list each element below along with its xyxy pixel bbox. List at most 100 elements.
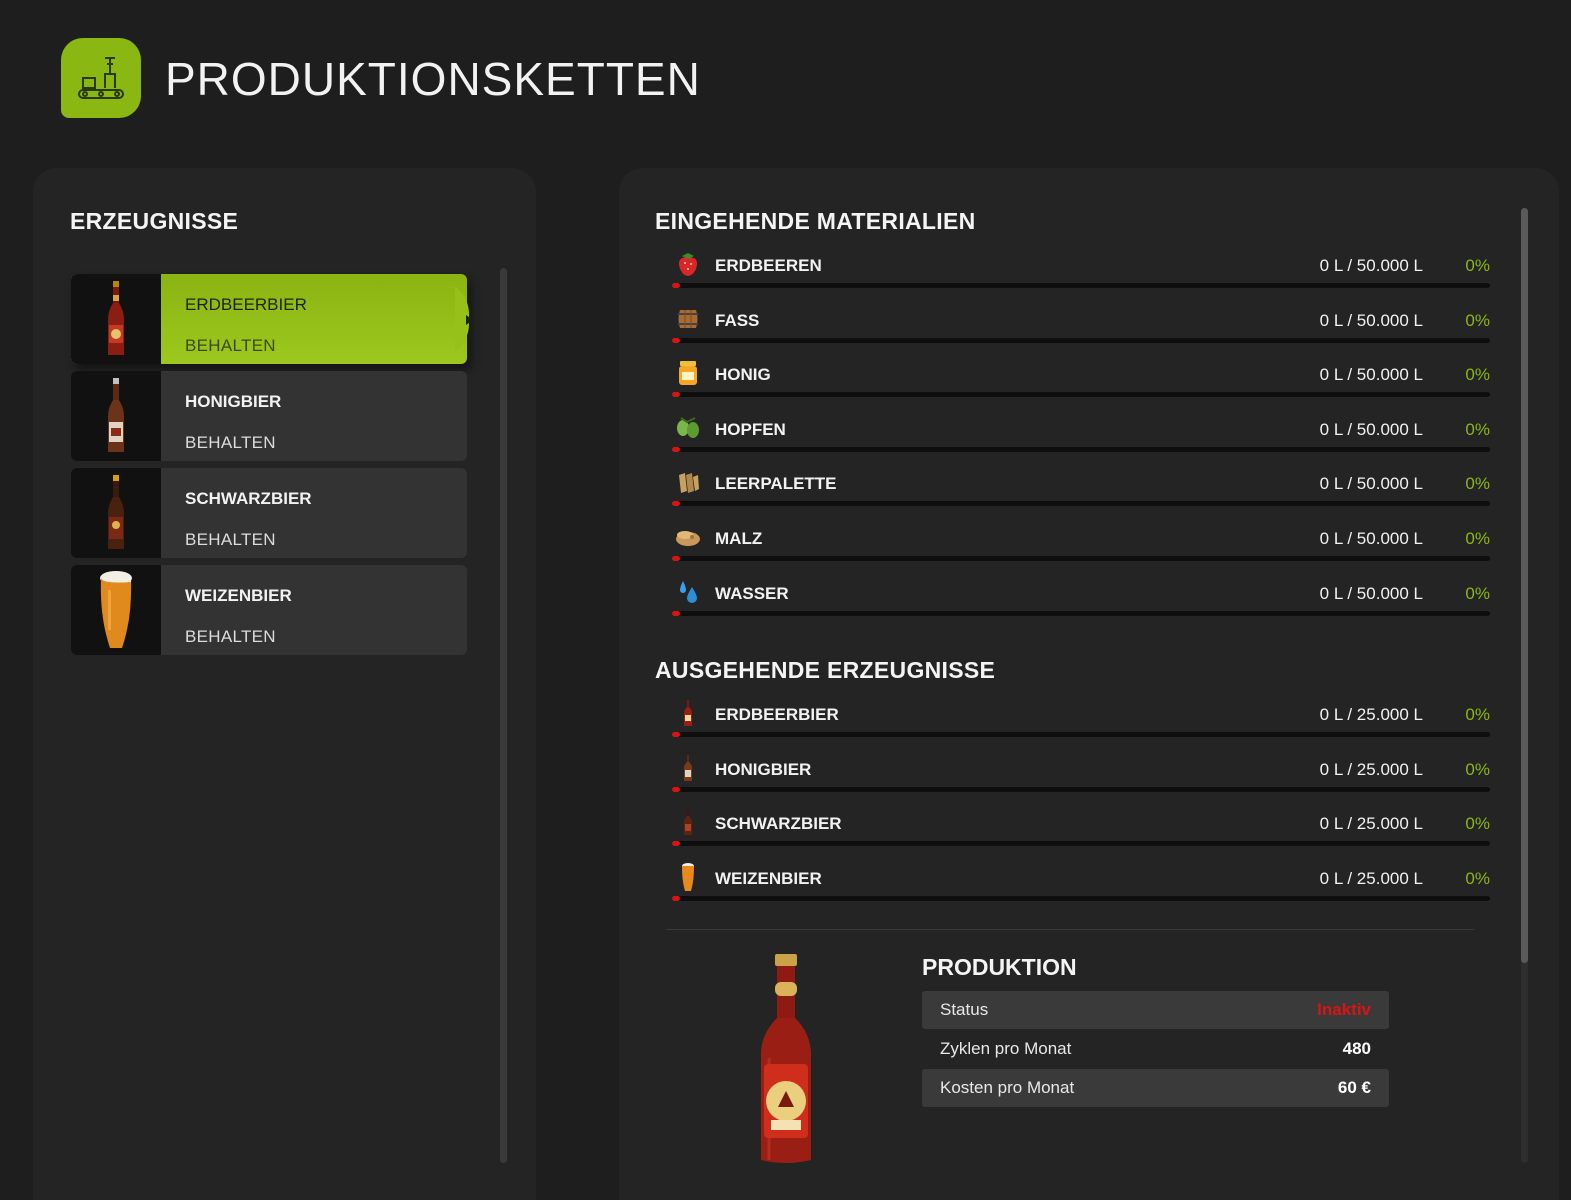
strawberry-icon — [675, 251, 701, 277]
scrollbar-thumb[interactable] — [1521, 208, 1528, 963]
material-amount: 0 L / 50.000 L — [1319, 419, 1423, 439]
product-name: WEIZENBIER — [185, 586, 292, 605]
product-amount: 0 L / 25.000 L — [1319, 705, 1423, 724]
malt-icon — [675, 524, 701, 550]
production-label: Kosten pro Monat — [940, 1078, 1075, 1097]
product-percent: 0% — [1465, 814, 1490, 834]
strawberry-beer-bottle-image — [751, 954, 821, 1169]
fill-indicator — [672, 283, 680, 288]
outgoing-row-erdbeerbier: ERDBEERBIER 0 L / 25.000 L 0% — [672, 690, 1490, 745]
incoming-row-hopfen: HOPFEN 0 L / 50.000 L 0% — [672, 405, 1490, 460]
material-fill-bar — [672, 501, 1490, 507]
product-item-schwarzbier[interactable]: SCHWARZBIER BEHALTEN — [71, 468, 467, 558]
product-item-erdbeerbier[interactable]: ERDBEERBIER BEHALTEN — [71, 274, 473, 364]
product-item-weizenbier[interactable]: WEIZENBIER BEHALTEN — [71, 565, 467, 655]
incoming-row-erdbeeren: ERDBEEREN 0 L / 50.000 L 0% — [672, 241, 1490, 296]
production-title: PRODUKTION — [922, 954, 1077, 980]
production-row-status: Status Inaktiv — [922, 991, 1389, 1029]
dark-beer-bottle-icon — [675, 809, 701, 836]
fill-indicator — [672, 732, 680, 737]
outgoing-title: AUSGEHENDE ERZEUGNISSE — [655, 657, 996, 683]
product-name: HONIGBIER — [715, 759, 812, 779]
material-fill-bar — [672, 610, 1490, 616]
fill-indicator — [672, 786, 680, 792]
product-percent: 0% — [1465, 705, 1490, 724]
selection-arrow — [455, 274, 479, 364]
hops-icon — [675, 415, 701, 441]
production-row-cycles: Zyklen pro Monat 480 — [922, 1030, 1389, 1068]
material-name: LEERPALETTE — [715, 474, 837, 494]
fill-indicator — [672, 446, 680, 452]
dark-beer-bottle-icon — [71, 468, 161, 558]
details-panel: EINGEHENDE MATERIALIEN ERDBEEREN 0 L / 5… — [619, 168, 1559, 1200]
product-fill-bar — [672, 841, 1490, 847]
fill-indicator — [672, 895, 680, 901]
product-list: ERDBEERBIER BEHALTEN HONIGBIER BEHALTEN — [71, 274, 473, 662]
honey-jar-icon — [675, 360, 701, 386]
product-amount: 0 L / 25.000 L — [1319, 759, 1423, 779]
production-line-icon — [61, 38, 141, 118]
outgoing-row-honigbier: HONIGBIER 0 L / 25.000 L 0% — [672, 745, 1490, 800]
production-label: Status — [940, 1000, 989, 1019]
divider — [666, 929, 1474, 930]
material-percent: 0% — [1465, 474, 1490, 494]
arrow-right-icon — [466, 315, 473, 325]
material-percent: 0% — [1465, 528, 1490, 548]
incoming-row-leerpalette: LEERPALETTE 0 L / 50.000 L 0% — [672, 459, 1490, 514]
product-fill-bar — [672, 895, 1490, 901]
fill-indicator — [672, 841, 680, 847]
honey-beer-bottle-icon — [71, 371, 161, 461]
strawberry-beer-bottle-icon — [675, 700, 701, 726]
material-percent: 0% — [1465, 583, 1490, 603]
production-label: Zyklen pro Monat — [940, 1039, 1072, 1058]
honey-beer-bottle-icon — [675, 754, 701, 781]
fill-indicator — [672, 337, 680, 343]
material-percent: 0% — [1465, 256, 1490, 275]
product-amount: 0 L / 25.000 L — [1319, 814, 1423, 834]
product-amount: 0 L / 25.000 L — [1319, 868, 1423, 888]
products-title: ERZEUGNISSE — [70, 208, 239, 234]
product-fill-bar — [672, 732, 1490, 737]
material-amount: 0 L / 50.000 L — [1319, 583, 1423, 603]
incoming-row-wasser: WASSER 0 L / 50.000 L 0% — [672, 569, 1490, 624]
cycles-value: 480 — [1342, 1039, 1371, 1058]
material-name: HOPFEN — [715, 419, 786, 439]
costs-value: 60 € — [1337, 1078, 1371, 1097]
products-panel: ERZEUGNISSE ERDBEERBIER BEHALTEN — [33, 168, 536, 1200]
material-fill-bar — [672, 392, 1490, 398]
material-name: WASSER — [715, 583, 789, 603]
production-table: Status Inaktiv Zyklen pro Monat 480 Kost… — [922, 991, 1389, 1108]
barrel-icon — [675, 306, 701, 332]
material-name: FASS — [715, 310, 760, 330]
material-amount: 0 L / 50.000 L — [1319, 310, 1423, 330]
outgoing-list: ERDBEERBIER 0 L / 25.000 L 0% HONIGBIER … — [672, 690, 1490, 908]
material-amount: 0 L / 50.000 L — [1319, 474, 1423, 494]
incoming-title: EINGEHENDE MATERIALIEN — [655, 208, 976, 234]
details-scrollbar[interactable] — [1521, 208, 1528, 1163]
product-name: HONIGBIER — [185, 392, 282, 411]
outgoing-row-schwarzbier: SCHWARZBIER 0 L / 25.000 L 0% — [672, 799, 1490, 854]
wheat-beer-glass-icon — [71, 565, 161, 655]
product-item-honigbier[interactable]: HONIGBIER BEHALTEN — [71, 371, 467, 461]
incoming-list: ERDBEEREN 0 L / 50.000 L 0% FASS 0 L / 5… — [672, 241, 1490, 623]
product-name: ERDBEERBIER — [715, 705, 839, 724]
product-name: SCHWARZBIER — [715, 814, 842, 834]
material-percent: 0% — [1465, 365, 1490, 385]
production-row-costs: Kosten pro Monat 60 € — [922, 1069, 1389, 1107]
fill-indicator — [672, 501, 680, 507]
product-list-scrollbar[interactable] — [500, 268, 507, 1163]
material-fill-bar — [672, 283, 1490, 288]
product-status: BEHALTEN — [185, 336, 276, 355]
fill-indicator — [672, 392, 680, 398]
material-amount: 0 L / 50.000 L — [1319, 365, 1423, 385]
fill-indicator — [672, 555, 680, 561]
outgoing-row-weizenbier: WEIZENBIER 0 L / 25.000 L 0% — [672, 854, 1490, 909]
material-amount: 0 L / 50.000 L — [1319, 256, 1423, 275]
product-fill-bar — [672, 786, 1490, 792]
page-title: PRODUKTIONSKETTEN — [165, 53, 701, 105]
material-percent: 0% — [1465, 419, 1490, 439]
product-name: WEIZENBIER — [715, 868, 822, 888]
incoming-row-fass: FASS 0 L / 50.000 L 0% — [672, 296, 1490, 351]
empty-pallet-icon — [675, 469, 701, 495]
material-fill-bar — [672, 337, 1490, 343]
